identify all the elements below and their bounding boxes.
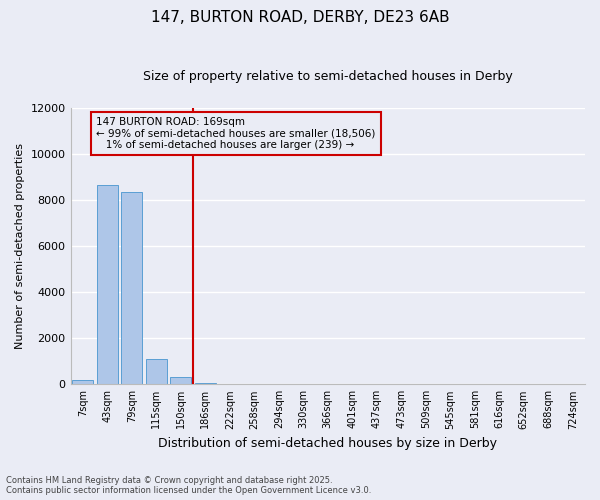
X-axis label: Distribution of semi-detached houses by size in Derby: Distribution of semi-detached houses by … — [158, 437, 497, 450]
Bar — [97, 185, 118, 384]
Bar — [195, 382, 215, 384]
Title: Size of property relative to semi-detached houses in Derby: Size of property relative to semi-detach… — [143, 70, 512, 83]
Text: Contains HM Land Registry data © Crown copyright and database right 2025.
Contai: Contains HM Land Registry data © Crown c… — [6, 476, 371, 495]
Y-axis label: Number of semi-detached properties: Number of semi-detached properties — [15, 143, 25, 349]
Text: 147 BURTON ROAD: 169sqm
← 99% of semi-detached houses are smaller (18,506)
   1%: 147 BURTON ROAD: 169sqm ← 99% of semi-de… — [96, 117, 376, 150]
Bar — [146, 359, 167, 384]
Bar — [73, 380, 93, 384]
Bar — [170, 377, 191, 384]
Text: 147, BURTON ROAD, DERBY, DE23 6AB: 147, BURTON ROAD, DERBY, DE23 6AB — [151, 10, 449, 25]
Bar — [121, 192, 142, 384]
